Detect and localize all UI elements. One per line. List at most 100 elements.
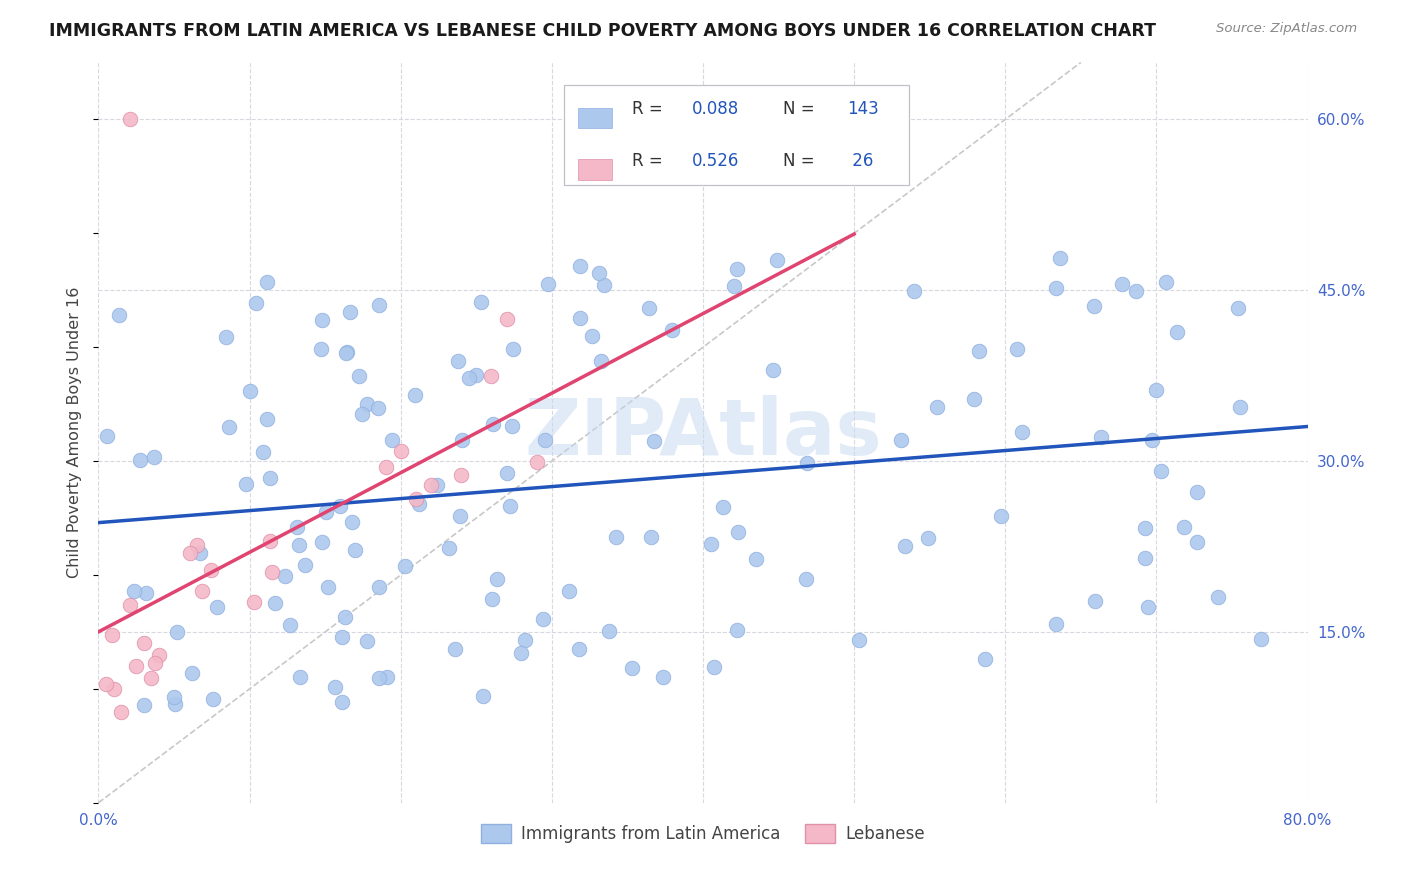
Point: [925, 401, 948, 415]
Point: [420, 478, 443, 492]
Point: [274, 568, 297, 582]
Point: [472, 690, 495, 704]
Point: [513, 632, 536, 647]
Point: [643, 434, 665, 448]
Point: [1154, 275, 1177, 289]
Point: [132, 698, 155, 713]
Point: [661, 323, 683, 337]
Point: [166, 625, 188, 640]
Point: [727, 524, 749, 539]
Point: [1083, 299, 1105, 313]
Point: [451, 433, 474, 447]
Point: [125, 659, 148, 673]
Point: [702, 660, 724, 674]
Point: [122, 584, 145, 599]
Point: [148, 648, 170, 662]
Point: [501, 419, 523, 434]
Point: [652, 669, 675, 683]
Text: 0.088: 0.088: [692, 100, 740, 118]
Point: [191, 583, 214, 598]
Point: [486, 572, 509, 586]
Point: [311, 534, 333, 549]
Point: [502, 342, 524, 356]
Point: [1173, 519, 1195, 533]
Point: [294, 558, 316, 572]
Point: [118, 598, 141, 612]
Point: [120, 112, 142, 127]
Text: 26: 26: [846, 152, 873, 169]
Point: [1144, 383, 1167, 397]
Point: [447, 354, 470, 368]
Point: [408, 497, 430, 511]
Point: [330, 630, 353, 644]
Point: [349, 369, 371, 384]
Point: [990, 509, 1012, 524]
Point: [1166, 325, 1188, 339]
Point: [259, 534, 281, 549]
Point: [323, 681, 346, 695]
Point: [110, 705, 132, 719]
Point: [526, 455, 548, 469]
Point: [215, 329, 238, 343]
Point: [96, 677, 118, 691]
Point: [367, 401, 389, 416]
Point: [917, 531, 939, 545]
Point: [143, 656, 166, 670]
Point: [962, 392, 984, 406]
Point: [723, 278, 745, 293]
Point: [335, 345, 357, 359]
Point: [1187, 485, 1209, 500]
Legend: Immigrants from Latin America, Lebanese: Immigrants from Latin America, Lebanese: [474, 817, 932, 850]
Point: [375, 670, 398, 684]
Point: [605, 531, 627, 545]
Point: [510, 646, 533, 660]
Point: [1045, 617, 1067, 632]
Point: [470, 295, 492, 310]
Point: [1226, 301, 1249, 315]
Point: [101, 628, 124, 642]
Point: [207, 600, 229, 615]
Point: [285, 520, 308, 534]
Point: [143, 450, 166, 464]
Point: [495, 311, 517, 326]
Point: [890, 433, 912, 447]
Point: [1250, 632, 1272, 646]
Point: [256, 411, 278, 425]
Point: [1090, 430, 1112, 444]
Point: [762, 363, 785, 377]
Point: [1011, 425, 1033, 440]
Point: [437, 541, 460, 555]
Point: [129, 453, 152, 467]
Point: [1045, 281, 1067, 295]
FancyBboxPatch shape: [564, 85, 908, 185]
Point: [181, 666, 204, 681]
Point: [368, 671, 391, 685]
Point: [640, 530, 662, 544]
Point: [903, 284, 925, 298]
Point: [239, 384, 262, 399]
Point: [374, 460, 396, 475]
Point: [638, 301, 661, 315]
Text: ZIPAtlas: ZIPAtlas: [524, 394, 882, 471]
Point: [278, 618, 301, 632]
Point: [218, 420, 240, 434]
Point: [699, 537, 721, 551]
Point: [335, 610, 357, 624]
Point: [259, 471, 281, 485]
Point: [588, 267, 610, 281]
Point: [179, 546, 201, 560]
Point: [973, 651, 995, 665]
Point: [443, 642, 465, 657]
Point: [135, 586, 157, 600]
Point: [262, 565, 284, 579]
Point: [188, 546, 211, 560]
Point: [464, 368, 486, 382]
Text: 143: 143: [846, 100, 879, 118]
Point: [766, 253, 789, 268]
Point: [165, 697, 187, 711]
Point: [481, 591, 503, 606]
Point: [745, 551, 768, 566]
Point: [581, 328, 603, 343]
Point: [531, 612, 554, 626]
Text: IMMIGRANTS FROM LATIN AMERICA VS LEBANESE CHILD POVERTY AMONG BOYS UNDER 16 CORR: IMMIGRANTS FROM LATIN AMERICA VS LEBANES…: [49, 22, 1156, 40]
